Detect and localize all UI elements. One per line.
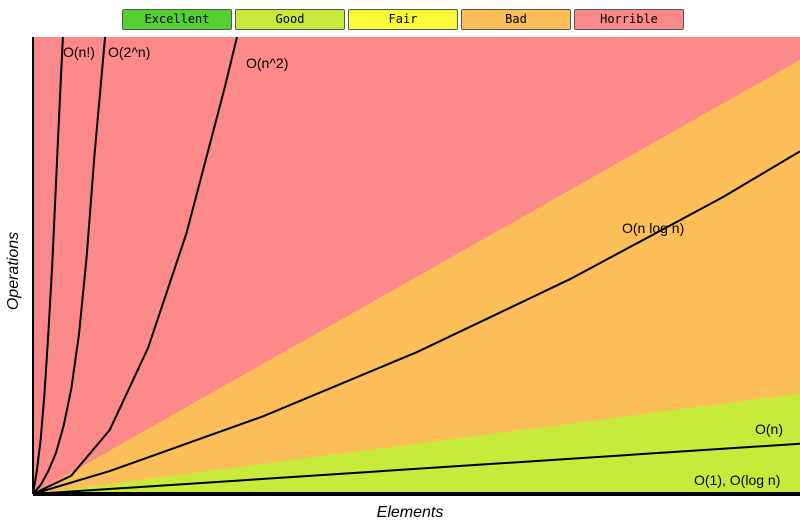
x-axis-label: Elements xyxy=(376,504,444,521)
series-label-o-1-o-log-n: O(1), O(log n) xyxy=(694,472,780,488)
series-label-o-n-log-n: O(n log n) xyxy=(622,220,684,236)
series-line-o-2-n xyxy=(32,36,107,495)
region-good xyxy=(33,393,800,494)
legend-item-horrible: Horrible xyxy=(574,9,684,30)
legend-item-excellent: Excellent xyxy=(122,9,232,30)
legend-item-fair: Fair xyxy=(348,9,458,30)
series-line-o-n xyxy=(32,36,64,495)
series-label-o-n: O(n) xyxy=(755,421,783,437)
series-label-o-2-n: O(2^n) xyxy=(108,44,150,60)
legend: Excellent Good Fair Bad Horrible xyxy=(122,9,684,30)
series-line-o-n xyxy=(32,442,800,495)
series-line-o-n-log-n xyxy=(32,150,800,495)
y-axis-label: Operations xyxy=(5,231,22,311)
series-label-o-n: O(n!) xyxy=(63,44,95,60)
series-label-o-n-2: O(n^2) xyxy=(246,55,288,71)
legend-item-good: Good xyxy=(235,9,345,30)
region-bad xyxy=(33,59,800,494)
legend-item-bad: Bad xyxy=(461,9,571,30)
series-line-o-n-2 xyxy=(32,36,238,495)
